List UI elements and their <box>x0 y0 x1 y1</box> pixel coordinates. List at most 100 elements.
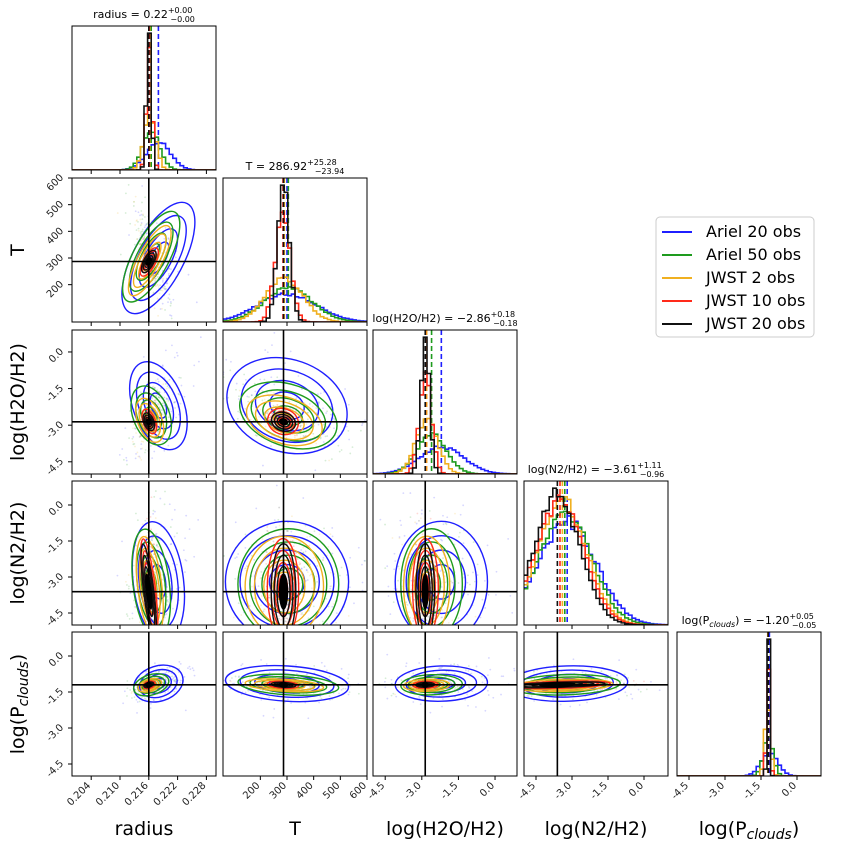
sample-point <box>124 212 127 214</box>
sample-point <box>298 419 301 422</box>
sample-point <box>122 702 125 705</box>
sample-point <box>271 344 273 347</box>
sample-point <box>141 218 144 220</box>
sample-point <box>145 630 147 632</box>
sample-point <box>416 641 418 643</box>
sample-point <box>447 533 449 535</box>
sample-point <box>134 419 137 422</box>
sample-point <box>145 656 147 658</box>
sample-point <box>140 661 142 663</box>
sample-point <box>143 237 146 240</box>
sample-point <box>145 670 148 673</box>
sample-point <box>454 686 457 689</box>
sample-point <box>469 583 471 586</box>
sample-point <box>167 671 170 674</box>
sample-point <box>280 639 282 641</box>
sample-point <box>305 423 308 426</box>
sample-point <box>306 579 309 581</box>
sample-point <box>174 400 177 403</box>
sample-point <box>631 697 634 700</box>
sample-point <box>299 562 302 565</box>
sample-point <box>444 522 447 525</box>
sample-point <box>333 427 335 430</box>
sample-point <box>305 568 308 571</box>
sample-point <box>262 610 265 613</box>
sample-point <box>166 385 169 388</box>
sample-point <box>255 507 258 510</box>
sample-point <box>251 585 253 588</box>
sample-point <box>195 301 198 304</box>
sample-point <box>193 364 196 367</box>
sample-point <box>259 577 262 580</box>
sample-point <box>220 568 222 570</box>
sample-point <box>373 526 375 528</box>
sample-point <box>290 702 292 704</box>
sample-point <box>150 528 153 531</box>
sample-point <box>262 714 265 717</box>
sample-point <box>306 418 309 421</box>
sample-point <box>238 685 241 687</box>
sample-point <box>288 552 291 555</box>
sample-point <box>199 336 202 339</box>
sample-point <box>128 585 130 588</box>
sample-point <box>136 701 139 703</box>
sample-point <box>270 628 272 630</box>
sample-point <box>337 444 340 447</box>
sample-point <box>140 391 142 394</box>
sample-point <box>419 645 421 647</box>
scatter-panel-3-2 <box>373 481 514 647</box>
sample-point <box>462 542 465 545</box>
sample-point <box>298 634 300 636</box>
sample-point <box>141 632 143 634</box>
sample-point <box>359 429 362 432</box>
sample-point <box>161 281 164 283</box>
sample-point <box>348 586 351 589</box>
sample-point <box>133 200 135 203</box>
sample-point <box>259 378 262 381</box>
sample-point <box>136 712 138 714</box>
sample-point <box>158 406 161 409</box>
sample-point <box>297 644 299 646</box>
sample-point <box>308 685 311 688</box>
sample-point <box>296 433 298 436</box>
sample-point <box>418 662 421 664</box>
sample-point <box>650 680 652 683</box>
sample-point <box>466 581 469 584</box>
sample-point <box>152 647 154 649</box>
sample-point <box>300 567 303 570</box>
sample-point <box>495 570 498 573</box>
sample-point <box>418 628 420 630</box>
sample-point <box>166 599 169 601</box>
sample-point <box>353 602 355 605</box>
sample-point <box>438 640 440 642</box>
sample-point <box>158 644 160 646</box>
sample-point <box>141 228 144 231</box>
sample-point <box>135 512 137 515</box>
sample-point <box>254 434 257 437</box>
sample-point <box>306 536 309 538</box>
sample-point <box>128 161 130 163</box>
sample-point <box>409 538 412 541</box>
sample-point <box>247 689 250 692</box>
sample-point <box>279 630 281 632</box>
sample-point <box>427 633 429 635</box>
sample-point <box>329 587 332 590</box>
sample-point <box>146 633 148 635</box>
sample-point <box>285 648 287 650</box>
sample-point <box>152 698 155 701</box>
sample-point <box>349 556 352 559</box>
sample-point <box>139 243 142 246</box>
sample-point <box>165 682 168 685</box>
sample-point <box>230 360 232 363</box>
sample-point <box>483 579 486 582</box>
sample-point <box>154 629 156 631</box>
sample-point <box>218 679 220 681</box>
sample-point <box>449 681 452 684</box>
sample-point <box>623 682 625 685</box>
sample-point <box>305 431 308 434</box>
sample-point <box>307 411 309 414</box>
sample-point <box>286 604 289 607</box>
sample-point <box>145 404 148 407</box>
sample-point <box>235 556 238 559</box>
sample-point <box>257 585 260 587</box>
